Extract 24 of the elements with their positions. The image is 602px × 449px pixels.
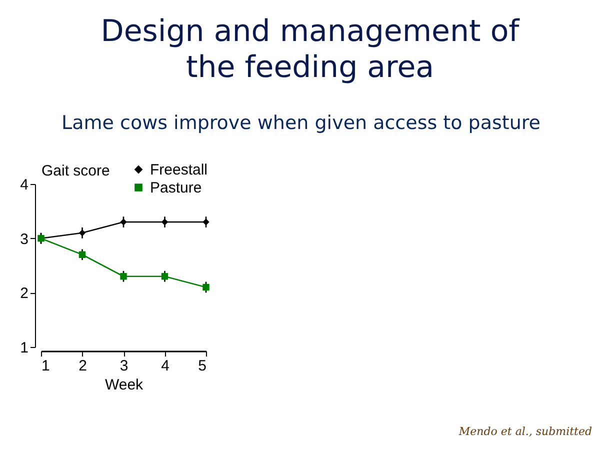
legend-label: Freestall xyxy=(150,162,208,178)
y-tick-label: 2 xyxy=(20,285,28,302)
x-tick-label: 5 xyxy=(198,358,206,374)
legend-label: Pasture xyxy=(150,180,202,196)
x-tick-label: 2 xyxy=(78,358,87,374)
point xyxy=(120,218,127,226)
point xyxy=(161,273,168,280)
y-tick-label: 4 xyxy=(20,176,28,194)
point xyxy=(161,218,168,226)
point xyxy=(78,230,86,236)
x-axis-title: Week xyxy=(104,376,144,394)
x-tick-label: 3 xyxy=(120,358,128,374)
point xyxy=(202,218,210,226)
y-tick-label: 1 xyxy=(20,340,28,356)
point xyxy=(202,284,210,291)
y-tick-label: 3 xyxy=(20,230,28,248)
text: Mendo et al., submitted xyxy=(458,425,592,438)
x-tick-label: 4 xyxy=(161,358,170,374)
point xyxy=(78,251,86,258)
point xyxy=(120,273,127,280)
text: Design and management of the feeding area xyxy=(100,14,520,86)
text: Lame cows improve when given access to pasture xyxy=(60,112,542,134)
x-tick-label: 1 xyxy=(42,358,50,374)
y-axis-title: Gait score xyxy=(42,162,110,180)
